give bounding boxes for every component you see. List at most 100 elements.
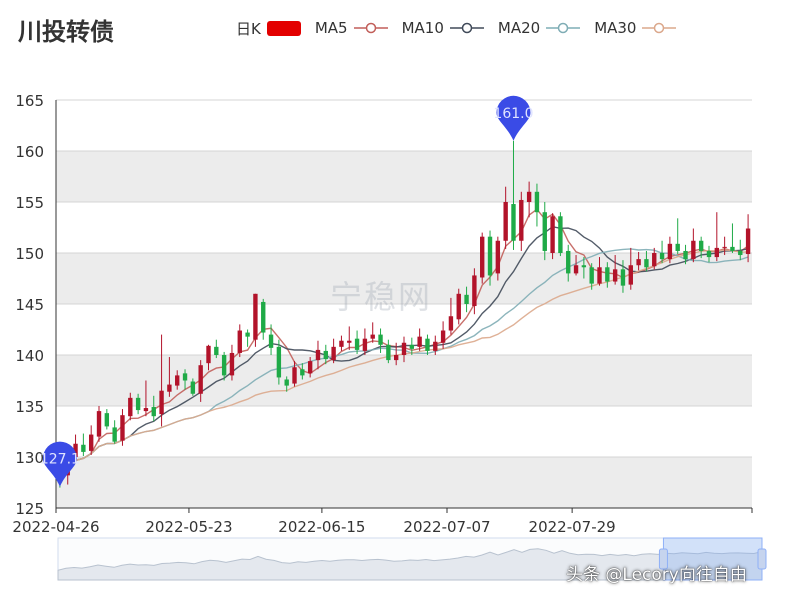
candle-body <box>206 345 211 364</box>
candle-body <box>472 275 477 307</box>
candle <box>112 420 117 444</box>
ma30-legend-icon <box>642 22 677 34</box>
candle-body <box>659 253 665 260</box>
marker-pin: 127.1 <box>40 441 80 487</box>
candle-body <box>214 346 219 355</box>
y-tick-label: 140 <box>15 347 44 365</box>
ma5-legend-icon <box>353 22 388 34</box>
candle <box>440 321 446 349</box>
candle-body <box>698 240 704 251</box>
candle-body <box>112 427 117 442</box>
y-tick-label: 135 <box>15 398 44 416</box>
candle <box>464 286 469 313</box>
candle-body <box>347 340 352 343</box>
candle <box>307 357 313 378</box>
candle-body <box>362 338 368 351</box>
candle <box>558 212 563 257</box>
candle-body <box>300 369 305 376</box>
ma20-legend-icon <box>546 22 581 34</box>
x-tick-label: 2022-07-29 <box>529 518 616 536</box>
candle <box>628 247 633 290</box>
legend: 日K MA5 MA10 MA20 MA30 <box>236 16 690 40</box>
candle <box>323 344 328 365</box>
candle <box>268 324 274 355</box>
candle <box>261 298 266 340</box>
candle <box>182 369 188 390</box>
candle-body <box>573 265 579 274</box>
candle <box>409 337 415 355</box>
marker-label: 161.0 <box>493 106 533 122</box>
candle-body <box>167 384 172 392</box>
candle-body <box>245 332 250 337</box>
candle-body <box>96 411 102 437</box>
candle-legend-icon <box>266 20 301 36</box>
candle <box>683 244 688 265</box>
candle-body <box>511 204 516 241</box>
y-axis: 125 130 135 140 145 150 155 160 165 <box>15 92 44 518</box>
extreme-markers: 127.1 161.0 <box>40 95 534 487</box>
candle <box>526 181 532 218</box>
candle-body <box>675 243 680 251</box>
ma10-legend-icon <box>449 22 484 34</box>
candle <box>128 392 133 421</box>
candle-body <box>284 379 289 386</box>
x-tick-label: 2022-04-26 <box>12 518 99 536</box>
candle <box>245 329 250 347</box>
candle <box>706 245 712 263</box>
marker-label: 127.1 <box>40 452 80 468</box>
y-tick-label: 125 <box>15 500 44 518</box>
legend-item-ma30[interactable]: MA30 <box>594 19 677 37</box>
candle <box>276 339 282 385</box>
candle-body <box>393 355 399 361</box>
candle-body <box>128 397 133 417</box>
candle-body <box>182 373 188 381</box>
candle-body <box>276 346 282 378</box>
candle-body <box>495 240 501 274</box>
candle <box>612 255 618 285</box>
candle <box>347 326 352 350</box>
candle <box>448 297 454 335</box>
candle-body <box>636 259 641 266</box>
candle <box>120 409 125 446</box>
candle <box>714 212 719 262</box>
candle <box>354 330 360 354</box>
candle <box>386 339 391 364</box>
candle-body <box>386 344 391 361</box>
candle-body <box>589 267 594 284</box>
legend-item-ma5[interactable]: MA5 <box>315 19 388 37</box>
candle-body <box>409 344 415 349</box>
zoom-preview-area <box>57 548 763 581</box>
candle-body <box>190 381 196 394</box>
candle <box>534 183 540 227</box>
candle-body <box>691 240 696 260</box>
candle-body <box>323 350 328 360</box>
candle-body <box>644 259 649 268</box>
candle-body <box>566 250 571 274</box>
candle <box>284 376 289 392</box>
candle-body <box>175 375 180 386</box>
candle <box>362 328 368 355</box>
candle <box>519 191 524 251</box>
legend-item-ma20[interactable]: MA20 <box>498 19 581 37</box>
data-zoom-slider[interactable] <box>57 537 767 581</box>
candle-body <box>745 228 751 255</box>
marker-pin-shape <box>42 441 77 487</box>
legend-label-ma30: MA30 <box>594 19 637 37</box>
candle-body <box>550 216 555 253</box>
chart-title: 川投转债 <box>18 18 114 46</box>
candle <box>503 186 508 249</box>
y-tick-label: 145 <box>15 296 44 314</box>
candle <box>237 324 242 358</box>
candle <box>135 393 141 415</box>
candle <box>151 395 156 422</box>
candle-body <box>558 216 563 253</box>
candle <box>542 202 547 261</box>
zoom-handle <box>658 548 668 570</box>
candle <box>691 228 696 263</box>
candle-body <box>198 365 203 394</box>
legend-item-kline[interactable]: 日K <box>236 18 301 39</box>
legend-item-ma10[interactable]: MA10 <box>402 19 484 37</box>
candle-body <box>261 301 266 333</box>
candle-body <box>151 407 156 417</box>
candle-body <box>503 202 508 241</box>
